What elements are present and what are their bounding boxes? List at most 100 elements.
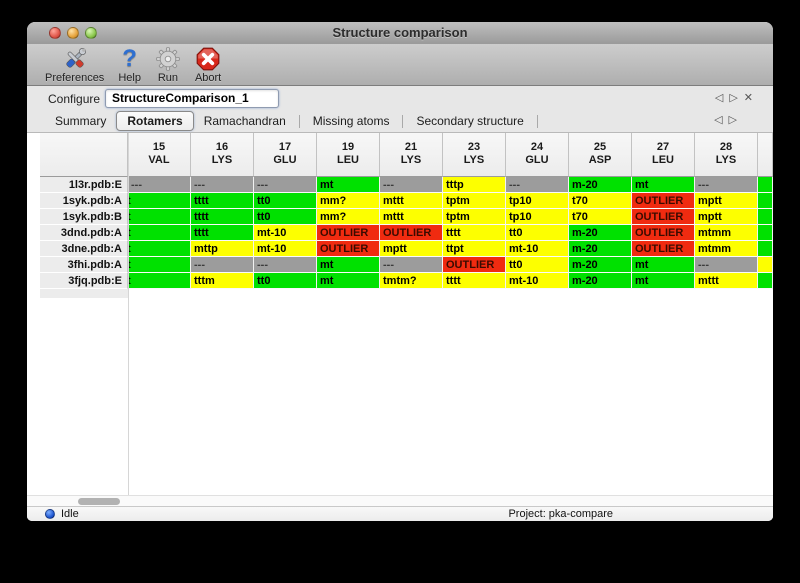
rotamer-cell[interactable]: mptt [380, 241, 443, 257]
rotamer-cell[interactable]: mt [632, 177, 695, 193]
rotamer-cell[interactable]: t [128, 193, 191, 209]
rotamer-cell[interactable]: t70 [569, 209, 632, 225]
row-label[interactable]: 1l3r.pdb:E [40, 177, 128, 193]
column-header[interactable]: 24 GLU [506, 133, 569, 177]
row-label[interactable]: 3fhi.pdb:A [40, 257, 128, 273]
row-label[interactable]: 3dnd.pdb:A [40, 225, 128, 241]
rotamer-cell[interactable]: t [128, 241, 191, 257]
rotamer-cell[interactable]: OUTLIER [632, 241, 695, 257]
rotamer-cell[interactable]: tttt [191, 193, 254, 209]
abort-button[interactable]: Abort [195, 46, 221, 84]
rotamer-cell[interactable]: --- [254, 177, 317, 193]
rotamer-cell[interactable]: mt [317, 177, 380, 193]
rotamer-cell[interactable]: --- [695, 257, 758, 273]
column-header[interactable]: 17 GLU [254, 133, 317, 177]
rotamer-cell[interactable]: OUTLIER [632, 193, 695, 209]
rotamer-cell[interactable]: OUTLIER [317, 241, 380, 257]
row-label[interactable]: 3dne.pdb:A [40, 241, 128, 257]
tab-secondary-structure[interactable]: Secondary structure [416, 114, 524, 128]
column-header[interactable]: 25 ASP [569, 133, 632, 177]
prev-tab-button[interactable]: ◁ [714, 114, 729, 126]
next-configuration-button[interactable]: ▷ [729, 92, 744, 104]
rotamer-cell[interactable]: mm? [317, 209, 380, 225]
rotamer-cell[interactable]: tt0 [254, 273, 317, 289]
rotamer-cell[interactable]: mptt [695, 193, 758, 209]
rotamer-cell[interactable]: --- [128, 177, 191, 193]
rotamer-cell[interactable]: OUTLIER [632, 225, 695, 241]
rotamer-cell[interactable]: mttt [380, 209, 443, 225]
rotamer-cell[interactable]: m-20 [569, 257, 632, 273]
rotamer-cell[interactable]: --- [380, 257, 443, 273]
column-header[interactable]: 16 LYS [191, 133, 254, 177]
rotamer-cell[interactable]: --- [695, 177, 758, 193]
column-header[interactable]: 28 LYS [695, 133, 758, 177]
run-button[interactable]: Run [155, 46, 181, 84]
rotamer-cell[interactable]: tttp [443, 177, 506, 193]
rotamer-cell[interactable]: OUTLIER [632, 209, 695, 225]
rotamer-cell[interactable]: --- [506, 177, 569, 193]
rotamer-cell[interactable]: m-20 [569, 273, 632, 289]
rotamer-cell[interactable]: t [128, 257, 191, 273]
rotamer-cell[interactable]: OUTLIER [317, 225, 380, 241]
preferences-button[interactable]: Preferences [45, 46, 104, 84]
tab-rotamers[interactable]: Rotamers [116, 111, 194, 131]
column-header[interactable]: 21 LYS [380, 133, 443, 177]
minimize-window-button[interactable] [67, 27, 79, 39]
tab-missing-atoms[interactable]: Missing atoms [312, 114, 390, 128]
rotamer-cell[interactable]: t70 [569, 193, 632, 209]
column-header[interactable]: 19 LEU [317, 133, 380, 177]
rotamer-cell[interactable]: mtmm [695, 225, 758, 241]
rotamer-cell[interactable]: t [128, 225, 191, 241]
close-configuration-button[interactable]: ✕ [743, 92, 759, 104]
rotamer-cell[interactable]: m-20 [569, 177, 632, 193]
rotamer-cell[interactable]: tttt [443, 273, 506, 289]
rotamer-cell[interactable]: t [128, 273, 191, 289]
title-bar[interactable]: Structure comparison [27, 22, 773, 45]
rotamer-cell[interactable]: tttt [191, 225, 254, 241]
rotamer-cell[interactable]: mtmm [695, 241, 758, 257]
rotamer-cell[interactable]: OUTLIER [443, 257, 506, 273]
tab-summary[interactable]: Summary [55, 114, 107, 128]
next-tab-button[interactable]: ▷ [728, 114, 743, 126]
rotamer-cell[interactable]: mptt [695, 209, 758, 225]
row-label[interactable]: 1syk.pdb:A [40, 193, 128, 209]
row-label[interactable]: 1syk.pdb:B [40, 209, 128, 225]
rotamer-cell[interactable]: OUTLIER [380, 225, 443, 241]
tab-ramachandran[interactable]: Ramachandran [203, 114, 286, 128]
rotamer-cell[interactable]: tttm [191, 273, 254, 289]
zoom-window-button[interactable] [85, 27, 97, 39]
rotamer-cell[interactable]: mttp [191, 241, 254, 257]
rotamer-cell[interactable]: mt-10 [254, 241, 317, 257]
rotamer-cell[interactable]: tttt [191, 209, 254, 225]
rotamer-cell[interactable]: t [128, 209, 191, 225]
rotamer-cell[interactable]: m-20 [569, 225, 632, 241]
rotamer-cell[interactable]: tp10 [506, 209, 569, 225]
rotamer-cell[interactable]: mt [317, 257, 380, 273]
rotamer-cell[interactable]: mm? [317, 193, 380, 209]
rotamer-cell[interactable]: mt [317, 273, 380, 289]
rotamer-cell[interactable]: tt0 [254, 209, 317, 225]
column-header[interactable]: 27 LEU [632, 133, 695, 177]
help-button[interactable]: ? Help [118, 46, 141, 85]
close-window-button[interactable] [49, 27, 61, 39]
rotamer-cell[interactable]: tptm [443, 193, 506, 209]
rotamer-cell[interactable]: tttt [443, 225, 506, 241]
rotamer-cell[interactable]: ttpt [443, 241, 506, 257]
rotamer-cell[interactable]: m-20 [569, 241, 632, 257]
rotamer-cell[interactable]: mt-10 [506, 241, 569, 257]
rotamer-cell[interactable]: --- [254, 257, 317, 273]
rotamer-cell[interactable]: tt0 [254, 193, 317, 209]
rotamer-cell[interactable]: --- [191, 257, 254, 273]
rotamer-cell[interactable]: tp10 [506, 193, 569, 209]
rotamer-cell[interactable]: mt [632, 273, 695, 289]
rotamer-cell[interactable]: tt0 [506, 257, 569, 273]
configure-name-field[interactable]: StructureComparison_1 [105, 89, 279, 108]
column-header[interactable]: 23 LYS [443, 133, 506, 177]
rotamer-cell[interactable]: tptm [443, 209, 506, 225]
rotamer-cell[interactable]: tmtm? [380, 273, 443, 289]
prev-configuration-button[interactable]: ◁ [714, 92, 730, 104]
column-header[interactable]: 15 VAL [128, 133, 191, 177]
rotamer-cell[interactable]: mttt [380, 193, 443, 209]
horizontal-scrollbar-thumb[interactable] [78, 498, 120, 505]
rotamer-cell[interactable]: --- [191, 177, 254, 193]
